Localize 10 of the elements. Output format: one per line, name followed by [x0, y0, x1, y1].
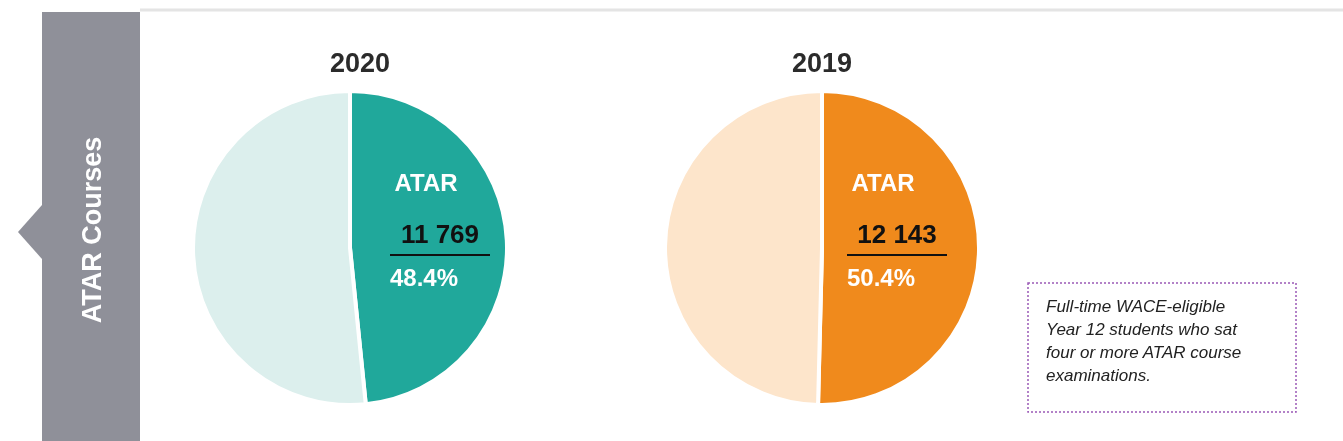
slice-label: ATAR	[851, 169, 915, 196]
text: 11 769	[400, 219, 480, 249]
slice-label: ATAR	[394, 169, 458, 196]
text: Full-time WACE-eligible Year 12 students who sat four or more ATAR course examinations.	[1046, 297, 1242, 385]
text: 12 143	[857, 219, 937, 249]
chart-title: 2020	[329, 48, 391, 78]
data-label: 50.4%	[846, 264, 916, 291]
chart-title: 2019	[791, 48, 853, 78]
text: ATAR Courses	[77, 136, 107, 324]
data-label: 48.4%	[389, 264, 459, 291]
